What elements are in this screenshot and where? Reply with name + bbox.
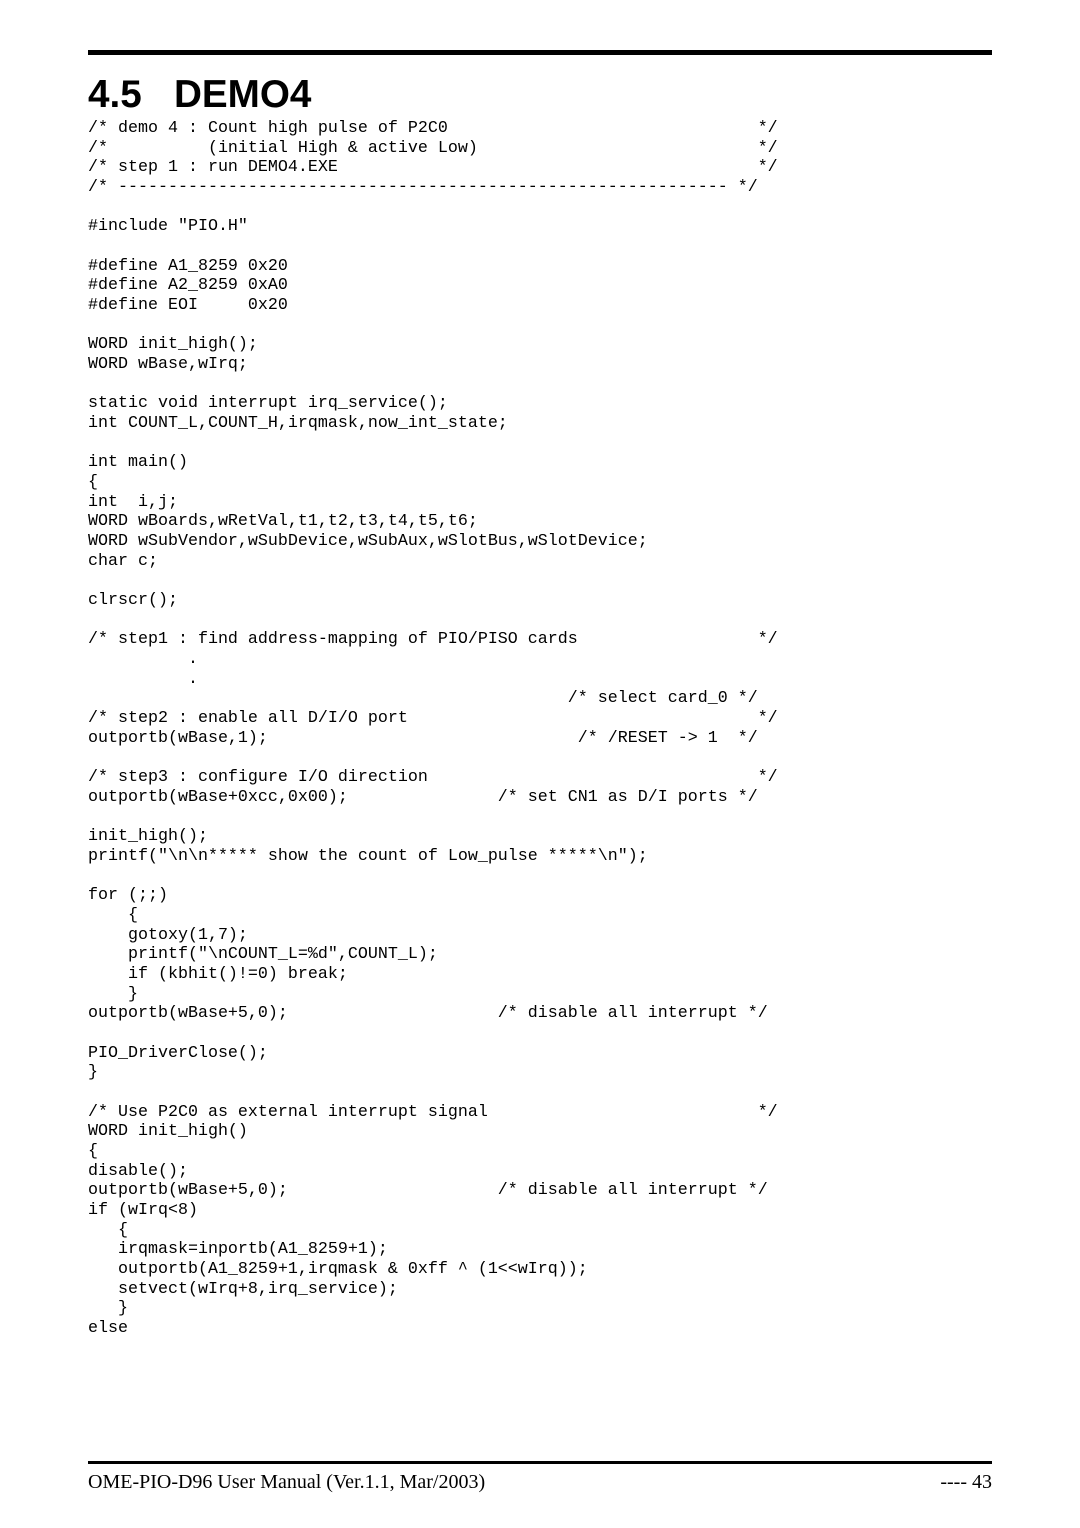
footer-left: OME-PIO-D96 User Manual (Ver.1.1, Mar/20… [88, 1471, 485, 1494]
top-rule [88, 50, 992, 55]
code-block: /* demo 4 : Count high pulse of P2C0 */ … [88, 119, 992, 1339]
page-footer: OME-PIO-D96 User Manual (Ver.1.1, Mar/20… [88, 1471, 992, 1494]
bottom-rule [88, 1461, 992, 1464]
footer-right: ---- 43 [940, 1471, 992, 1494]
section-title: 4.5 DEMO4 [88, 73, 992, 117]
